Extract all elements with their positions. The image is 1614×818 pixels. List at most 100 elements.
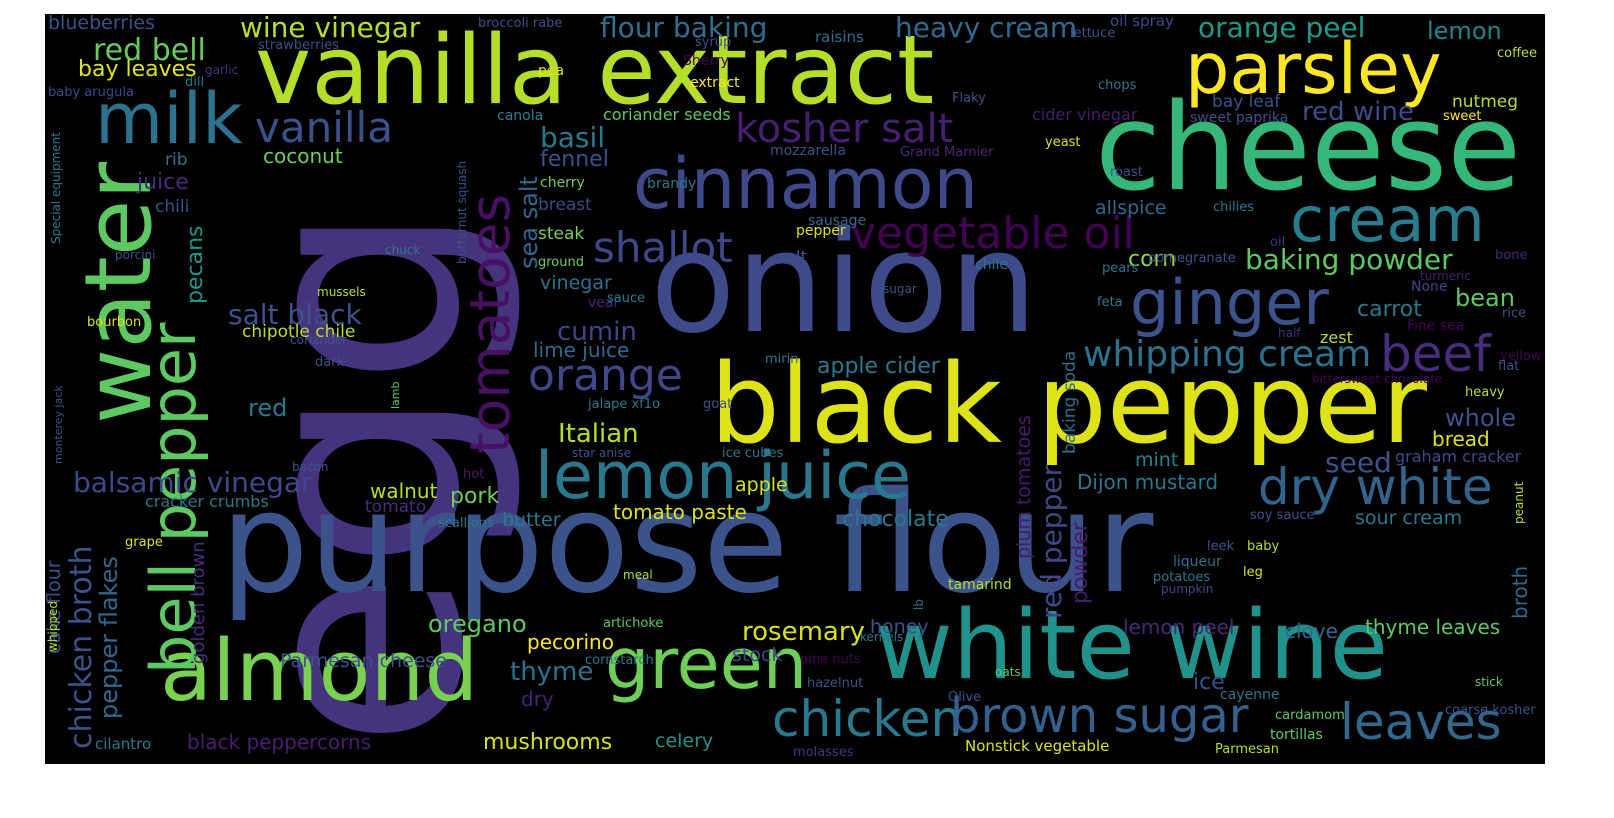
word-salt-black: salt black xyxy=(228,298,362,331)
word-flaky: Flaky xyxy=(952,91,986,106)
word-steak: steak xyxy=(538,224,585,244)
word-nonstick-vegetable: Nonstick vegetable xyxy=(965,737,1110,755)
word-chocolate: chocolate xyxy=(842,507,949,532)
word-canola: canola xyxy=(497,108,544,124)
word-stick: stick xyxy=(1475,675,1503,689)
word-turmeric: turmeric xyxy=(1420,269,1471,283)
word-oats: oats xyxy=(995,665,1021,679)
word-carrot: carrot xyxy=(1357,297,1422,322)
word-cracker-crumbs: cracker crumbs xyxy=(145,492,269,511)
word-allspice: allspice xyxy=(1095,197,1167,219)
word-juice: juice xyxy=(137,170,189,195)
word-tomato: tomato xyxy=(365,497,427,517)
word-dry-white: dry white xyxy=(1258,458,1493,516)
word-bay-leaf: bay leaf xyxy=(1212,92,1281,112)
word-pea: pea xyxy=(538,63,565,79)
word-seed: seed xyxy=(1325,446,1392,479)
word-cumin: cumin xyxy=(557,317,637,347)
word-thyme-leaves: thyme leaves xyxy=(1365,615,1501,639)
word-ice-cubes: ice cubes xyxy=(722,446,784,461)
word-ginger: ginger xyxy=(1130,266,1329,339)
word-clove: clove xyxy=(1285,619,1338,643)
word-bay-leaves: bay leaves xyxy=(78,57,197,82)
word-cinnamon: cinnamon xyxy=(633,143,978,225)
word-coarse-kosher: coarse kosher xyxy=(1445,703,1536,718)
word-dill: dill xyxy=(185,75,205,90)
word-cider-vinegar: cider vinegar xyxy=(1032,105,1138,124)
word-strawberries: strawberries xyxy=(258,38,339,53)
word-raisins: raisins xyxy=(815,28,864,46)
word-veal: veal xyxy=(588,295,618,311)
word-oregano: oregano xyxy=(428,610,527,638)
word-pumpkin: pumpkin xyxy=(1161,582,1214,596)
word-italian: Italian xyxy=(558,419,639,449)
word-lettuce: lettuce xyxy=(1070,26,1116,41)
word-balsamic-vinegar: balsamic vinegar xyxy=(73,466,313,499)
word-butter: butter xyxy=(502,509,561,531)
word-olive: Olive xyxy=(948,690,982,705)
word-chili: chili xyxy=(155,197,190,217)
word-pears: pears xyxy=(1102,261,1139,276)
word-dijon-mustard: Dijon mustard xyxy=(1077,470,1219,494)
word-feta: feta xyxy=(1097,295,1123,310)
word-sausage: sausage xyxy=(808,213,867,229)
word-hot: hot xyxy=(463,467,485,482)
word-mirin: mirin xyxy=(765,352,799,367)
word-sauce: sauce xyxy=(607,291,646,306)
word-rice: rice xyxy=(1502,306,1527,321)
word-yeast: yeast xyxy=(1045,135,1081,150)
word-grand-marnier: Grand Marnier xyxy=(900,145,994,160)
word-red: red xyxy=(248,394,288,422)
word-vanilla: vanilla xyxy=(255,103,393,152)
word-potatoes: potatoes xyxy=(1153,570,1211,585)
word-beef: beef xyxy=(1380,325,1491,383)
word-almond: almond xyxy=(160,622,479,721)
word-bean: bean xyxy=(1455,284,1515,312)
word-apple-cider: apple cider xyxy=(817,354,940,379)
word-flour-baking: flour baking xyxy=(600,14,768,44)
word-ground: ground xyxy=(538,255,584,270)
word-pork: pork xyxy=(450,484,500,509)
word-lime-juice: lime juice xyxy=(533,338,630,362)
word-ice: ice xyxy=(1193,670,1225,695)
word-liqueur: liqueur xyxy=(1173,554,1222,570)
word-lb: lb xyxy=(912,599,926,610)
word-oil: oil xyxy=(1270,235,1286,250)
word-meal: meal xyxy=(623,568,653,582)
word-parsley: parsley xyxy=(1185,28,1442,110)
word-chops: chops xyxy=(1098,78,1137,93)
word-cloud: egg purpose flour vanilla extract onion … xyxy=(45,14,1545,764)
word-black-peppercorns: black peppercorns xyxy=(187,730,372,754)
word-broccoli-rabe: broccoli rabe xyxy=(478,16,563,31)
word-cayenne: cayenne xyxy=(1220,687,1280,703)
word-extract: extract xyxy=(690,75,740,91)
word-star-anise: star anise xyxy=(572,446,631,460)
word-special-equipment: Special equipment xyxy=(49,132,63,244)
word-basil: basil xyxy=(540,121,606,154)
word-artichoke: artichoke xyxy=(603,616,664,631)
word-parmesan: Parmesan xyxy=(1215,742,1279,757)
word-leg: leg xyxy=(1243,565,1263,580)
word-monterey-jack: monterey jack xyxy=(52,385,65,464)
word-celery: celery xyxy=(655,730,714,752)
word-yellow: yellow xyxy=(1500,349,1542,364)
word-chuck: chuck xyxy=(385,243,421,257)
word-nutmeg: nutmeg xyxy=(1452,92,1519,112)
word-stock: stock xyxy=(732,644,783,666)
word-apple: apple xyxy=(735,474,788,496)
word-vegetable-oil: vegetable oil xyxy=(850,208,1135,259)
word-wine-vinegar: wine vinegar xyxy=(240,14,421,44)
word-scallions: scallions xyxy=(438,516,494,531)
word-walnut: walnut xyxy=(370,479,438,503)
word-rosemary: rosemary xyxy=(742,617,865,647)
word-shallot: shallot xyxy=(593,223,733,272)
word-purpose-flour: purpose flour xyxy=(220,462,1154,625)
word-cheese: cheese xyxy=(1095,79,1522,218)
word-cherry: cherry xyxy=(540,175,585,191)
word-black-pepper: black pepper xyxy=(710,340,1427,468)
word-sweet-paprika: sweet paprika xyxy=(1190,110,1289,126)
word-orange: orange xyxy=(528,350,683,401)
word-sour-cream: sour cream xyxy=(1355,507,1463,529)
word-red-bell: red bell xyxy=(93,33,206,68)
word-bread: bread xyxy=(1432,427,1490,451)
